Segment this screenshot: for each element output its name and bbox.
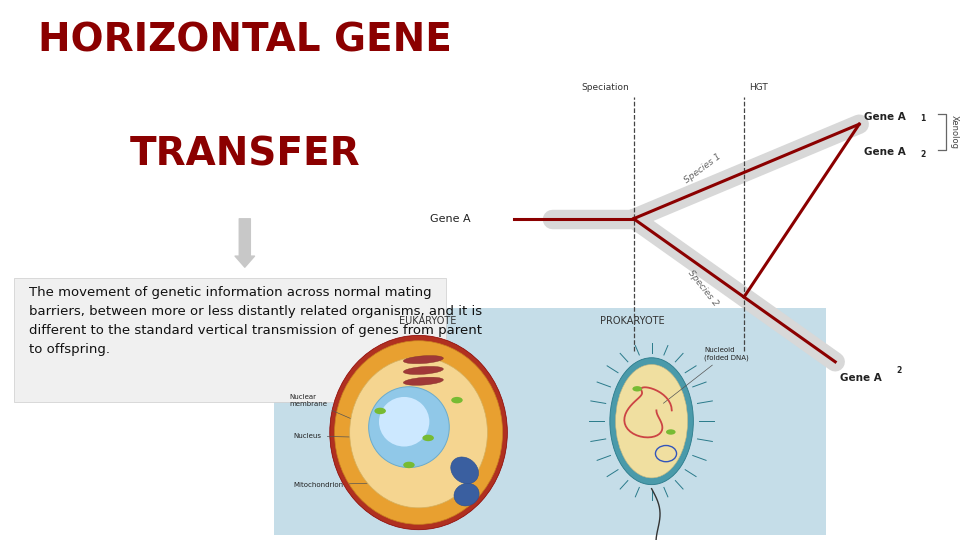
Ellipse shape — [454, 483, 479, 506]
Text: Nucleus: Nucleus — [294, 433, 387, 439]
Text: Xenolog: Xenolog — [949, 116, 958, 149]
Ellipse shape — [610, 357, 693, 485]
Text: Speciation: Speciation — [581, 83, 629, 92]
Ellipse shape — [403, 366, 444, 375]
Circle shape — [374, 408, 386, 414]
Text: HORIZONTAL GENE: HORIZONTAL GENE — [37, 22, 452, 59]
FancyBboxPatch shape — [14, 278, 446, 402]
Ellipse shape — [615, 364, 687, 478]
Circle shape — [422, 435, 434, 441]
Text: PROKARYOTE: PROKARYOTE — [600, 316, 664, 326]
Text: Gene A: Gene A — [864, 146, 905, 157]
Ellipse shape — [451, 457, 478, 484]
Text: 2: 2 — [921, 150, 925, 159]
FancyBboxPatch shape — [274, 308, 826, 535]
Ellipse shape — [403, 377, 444, 386]
Circle shape — [633, 386, 642, 391]
Text: 1: 1 — [921, 114, 925, 124]
Text: EUKARYOTE: EUKARYOTE — [399, 316, 457, 326]
Ellipse shape — [379, 397, 429, 447]
Ellipse shape — [334, 341, 503, 524]
Text: TRANSFER: TRANSFER — [130, 135, 360, 173]
Text: The movement of genetic information across normal mating
barriers, between more : The movement of genetic information acro… — [29, 286, 482, 356]
FancyArrowPatch shape — [235, 219, 254, 267]
Circle shape — [666, 429, 676, 435]
Text: Gene A: Gene A — [430, 214, 470, 224]
Ellipse shape — [349, 357, 488, 508]
Text: Nuclear
membrane: Nuclear membrane — [289, 394, 368, 426]
Text: Species 1: Species 1 — [684, 152, 723, 185]
Text: Gene A: Gene A — [840, 373, 881, 383]
Ellipse shape — [329, 335, 507, 530]
Text: Species 2: Species 2 — [686, 269, 720, 308]
Circle shape — [451, 397, 463, 403]
Text: Mitochondrion: Mitochondrion — [294, 481, 446, 488]
Ellipse shape — [369, 387, 449, 468]
Ellipse shape — [403, 355, 444, 364]
Circle shape — [403, 462, 415, 468]
Text: HGT: HGT — [749, 83, 768, 92]
Text: 2: 2 — [897, 366, 901, 375]
Text: Gene A: Gene A — [864, 111, 905, 122]
Text: Nucleoid
(folded DNA): Nucleoid (folded DNA) — [663, 347, 749, 403]
